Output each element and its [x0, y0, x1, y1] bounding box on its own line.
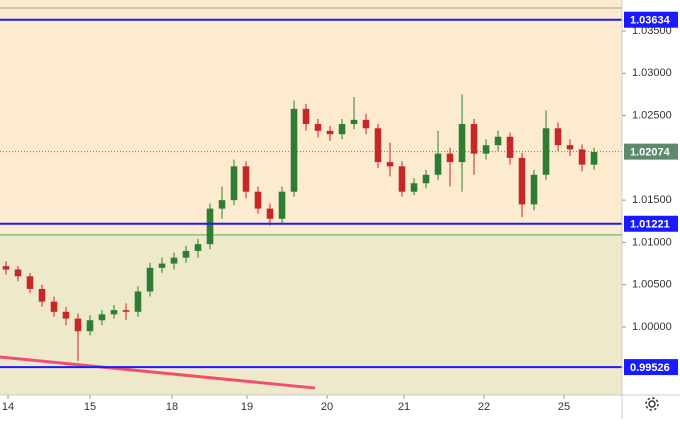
- candle-body: [578, 149, 586, 165]
- candle-body: [194, 244, 202, 251]
- candle-body: [98, 314, 106, 321]
- y-tick-label: 1.00500: [632, 279, 672, 291]
- x-tick-label: 22: [478, 401, 490, 413]
- candle-body: [266, 208, 274, 219]
- candle-body: [302, 108, 310, 125]
- lower-zone: [0, 234, 622, 395]
- x-tick-label: 19: [241, 401, 253, 413]
- candle-body: [2, 266, 10, 270]
- candle-body: [278, 191, 286, 219]
- candle-body: [26, 276, 34, 289]
- candle-body: [530, 174, 538, 205]
- candle-body: [338, 124, 346, 135]
- candle-body: [38, 288, 46, 302]
- x-tick-label: 18: [166, 401, 178, 413]
- candle-body: [590, 151, 598, 165]
- level-label-box: [624, 215, 678, 232]
- last-price-box: [624, 143, 678, 160]
- x-tick-label: 25: [558, 401, 570, 413]
- candle-body: [542, 128, 550, 175]
- candle-body: [290, 108, 298, 192]
- y-tick-label: 1.03500: [632, 25, 672, 37]
- candle-body: [470, 124, 478, 154]
- candle-body: [554, 128, 562, 146]
- candle-body: [458, 124, 466, 163]
- candle-body: [398, 166, 406, 192]
- candle-body: [170, 257, 178, 264]
- candle-body: [506, 136, 514, 158]
- candle-body: [350, 119, 358, 125]
- trendline: [0, 355, 316, 390]
- candle-body: [218, 200, 226, 209]
- candle-body: [62, 311, 70, 319]
- level-label: 1.03634: [630, 15, 671, 27]
- candle-body: [14, 269, 22, 277]
- y-tick-label: 1.02500: [632, 110, 672, 122]
- plot-area: [0, 0, 622, 395]
- candle-body: [446, 153, 454, 163]
- candle-body: [326, 130, 334, 135]
- candle-body: [122, 310, 130, 312]
- candle-body: [482, 145, 490, 154]
- candle-body: [242, 166, 250, 192]
- level-label: 1.01221: [630, 219, 670, 231]
- candle-body: [314, 124, 322, 131]
- x-tick-label: 21: [398, 401, 410, 413]
- x-tick-label: 14: [2, 401, 14, 413]
- candle-body: [86, 320, 94, 332]
- candle-body: [110, 310, 118, 315]
- candle-body: [158, 263, 166, 268]
- candle-body: [134, 291, 142, 312]
- candle-body: [74, 318, 82, 332]
- candle-body: [410, 183, 418, 192]
- candle-body: [518, 157, 526, 205]
- x-tick-label: 20: [321, 401, 333, 413]
- candle-body: [494, 136, 502, 146]
- level-label-box: [624, 11, 678, 28]
- candle-body: [206, 208, 214, 245]
- candle-body: [230, 166, 238, 201]
- settings-icon[interactable]: [645, 397, 659, 411]
- y-tick-label: 1.01500: [632, 194, 672, 206]
- candle-body: [182, 250, 190, 258]
- x-tick-label: 15: [84, 401, 96, 413]
- candle-body: [146, 267, 154, 292]
- candle-body: [374, 128, 382, 163]
- y-tick-label: 1.00000: [632, 321, 672, 333]
- candle-body: [362, 119, 370, 129]
- last-price-label: 1.02074: [630, 147, 671, 159]
- level-label: 0.99526: [630, 362, 670, 374]
- candle-body: [566, 145, 574, 150]
- candle-body: [434, 153, 442, 175]
- y-tick-label: 1.01000: [632, 236, 672, 248]
- upper-zone: [0, 0, 622, 235]
- level-label-box: [624, 359, 678, 376]
- candle-body: [50, 301, 58, 312]
- y-tick-label: 1.03000: [632, 67, 672, 79]
- candle-body: [422, 174, 430, 184]
- candle-body: [386, 162, 394, 167]
- candle-body: [254, 191, 262, 209]
